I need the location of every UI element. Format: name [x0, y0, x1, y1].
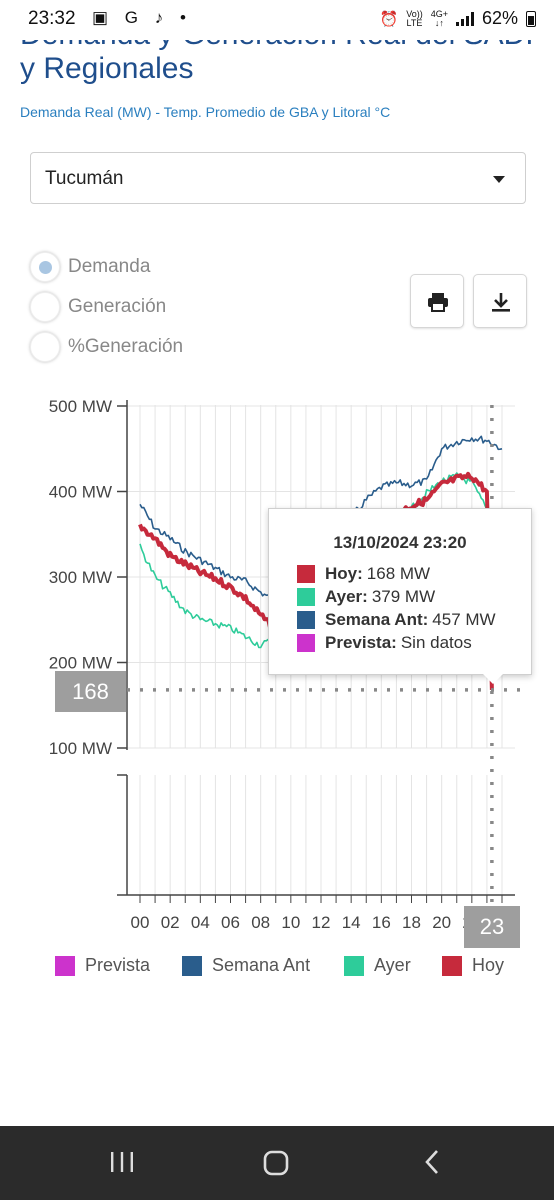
recents-icon[interactable]: [108, 1148, 136, 1176]
x-tick-label: 14: [342, 913, 361, 932]
legend-swatch: [442, 955, 462, 976]
legend-item-hoy[interactable]: Hoy: [442, 955, 504, 976]
legend-swatch: [297, 565, 315, 583]
status-time: 23:32: [28, 8, 76, 29]
x-tick-label: 18: [402, 913, 421, 932]
y-tick-label: 500 MW: [49, 397, 112, 416]
legend-item-ayer[interactable]: Ayer: [344, 955, 411, 976]
y-axis-ticks: 500 MW 400 MW 300 MW 200 MW 100 MW: [49, 397, 127, 758]
legend-label: Prevista: [85, 955, 151, 975]
legend-swatch: [344, 955, 364, 976]
tooltip-row-name: Prevista:: [325, 633, 397, 652]
notification-icons: ▣ G ♪ •: [92, 8, 192, 27]
x-tick-label: 02: [161, 913, 180, 932]
x-tick-label: 16: [372, 913, 391, 932]
legend-item-prevista[interactable]: Prevista: [55, 955, 150, 976]
tooltip-row-value: 168 MW: [366, 564, 431, 583]
radio-button[interactable]: [30, 292, 60, 322]
legend-swatch: [55, 955, 75, 976]
status-bar: 23:32 ▣ G ♪ • ⏰ Vo)) LTE 4G+ ↓↑ 62%: [0, 0, 554, 40]
legend-label: Hoy: [472, 955, 505, 975]
chevron-down-icon: [493, 176, 505, 183]
volte-icon: Vo)) LTE: [406, 8, 423, 28]
home-icon[interactable]: [262, 1148, 292, 1178]
tooltip-row-hoy: Hoy: 168 MW: [297, 564, 430, 584]
x-tick-label: 00: [131, 913, 150, 932]
y-tick-label: 400 MW: [49, 483, 112, 502]
x-tick-label: 04: [191, 913, 210, 932]
alarm-icon: ⏰: [379, 10, 399, 28]
network-icon: 4G+ ↓↑: [430, 8, 448, 28]
legend-label: Semana Ant: [212, 955, 311, 975]
battery-level: 62%: [481, 8, 518, 28]
legend-item-semana-ant[interactable]: Semana Ant: [182, 955, 310, 976]
chart-axes: [117, 400, 515, 896]
battery-icon: [526, 10, 536, 27]
radio-label: Generación: [68, 296, 167, 317]
radio-generacion[interactable]: Generación: [30, 292, 166, 322]
tooltip-row-semana-ant: Semana Ant: 457 MW: [297, 610, 496, 630]
signal-icon: [455, 11, 474, 26]
radio-button[interactable]: [30, 332, 60, 362]
radio-button-selected[interactable]: [30, 252, 60, 282]
y-tick-label: 200 MW: [49, 654, 112, 673]
status-right: ⏰ Vo)) LTE 4G+ ↓↑ 62%: [379, 8, 536, 29]
legend-swatch: [182, 955, 202, 976]
legend-swatch: [297, 611, 315, 629]
back-icon[interactable]: [420, 1148, 446, 1176]
tooltip-row-value: Sin datos: [400, 633, 472, 652]
tooltip-row-value: 457 MW: [432, 610, 496, 629]
x-axis-ticks: 000204060810121416182022: [131, 895, 503, 932]
tooltip-row-value: 379 MW: [371, 587, 436, 606]
legend-swatch: [297, 634, 315, 652]
y-tick-label: 300 MW: [49, 568, 112, 587]
y-tick-label: 100 MW: [49, 739, 112, 758]
region-select-value: Tucumán: [45, 168, 124, 189]
x-tick-label: 06: [221, 913, 240, 932]
crosshair-y-label: 168: [55, 671, 126, 712]
radio-label: Demanda: [68, 256, 151, 277]
tooltip-row-name: Semana Ant:: [325, 610, 429, 629]
radio-label: %Generación: [68, 336, 184, 357]
x-tick-label: 12: [312, 913, 331, 932]
radio-porcentaje-generacion[interactable]: %Generación: [30, 332, 183, 362]
x-tick-label: 20: [432, 913, 451, 932]
tooltip-row-name: Hoy:: [325, 564, 363, 583]
region-select[interactable]: Tucumán: [30, 152, 526, 204]
legend-swatch: [297, 588, 315, 606]
crosshair: [127, 405, 520, 910]
x-tick-label: 10: [281, 913, 300, 932]
download-icon: [492, 293, 510, 312]
legend-label: Ayer: [374, 955, 411, 975]
tooltip-row-prevista: Prevista: Sin datos: [297, 633, 472, 653]
android-nav-bar: [0, 1126, 554, 1200]
tooltip-row-ayer: Ayer: 379 MW: [297, 587, 435, 607]
page-subtitle: Demanda Real (MW) - Temp. Promedio de GB…: [20, 104, 391, 120]
download-button[interactable]: [473, 274, 527, 328]
chart-tooltip: 13/10/2024 23:20 Hoy: 168 MW Ayer: 379 M…: [268, 508, 532, 684]
chart-grid: [139, 405, 503, 895]
crosshair-x-label: 23: [464, 906, 520, 948]
tooltip-row-name: Ayer:: [325, 587, 368, 606]
tooltip-title: 13/10/2024 23:20: [333, 533, 467, 552]
print-icon: [428, 293, 448, 312]
print-button[interactable]: [410, 274, 464, 328]
x-tick-label: 08: [251, 913, 270, 932]
radio-demanda[interactable]: Demanda: [30, 252, 150, 282]
